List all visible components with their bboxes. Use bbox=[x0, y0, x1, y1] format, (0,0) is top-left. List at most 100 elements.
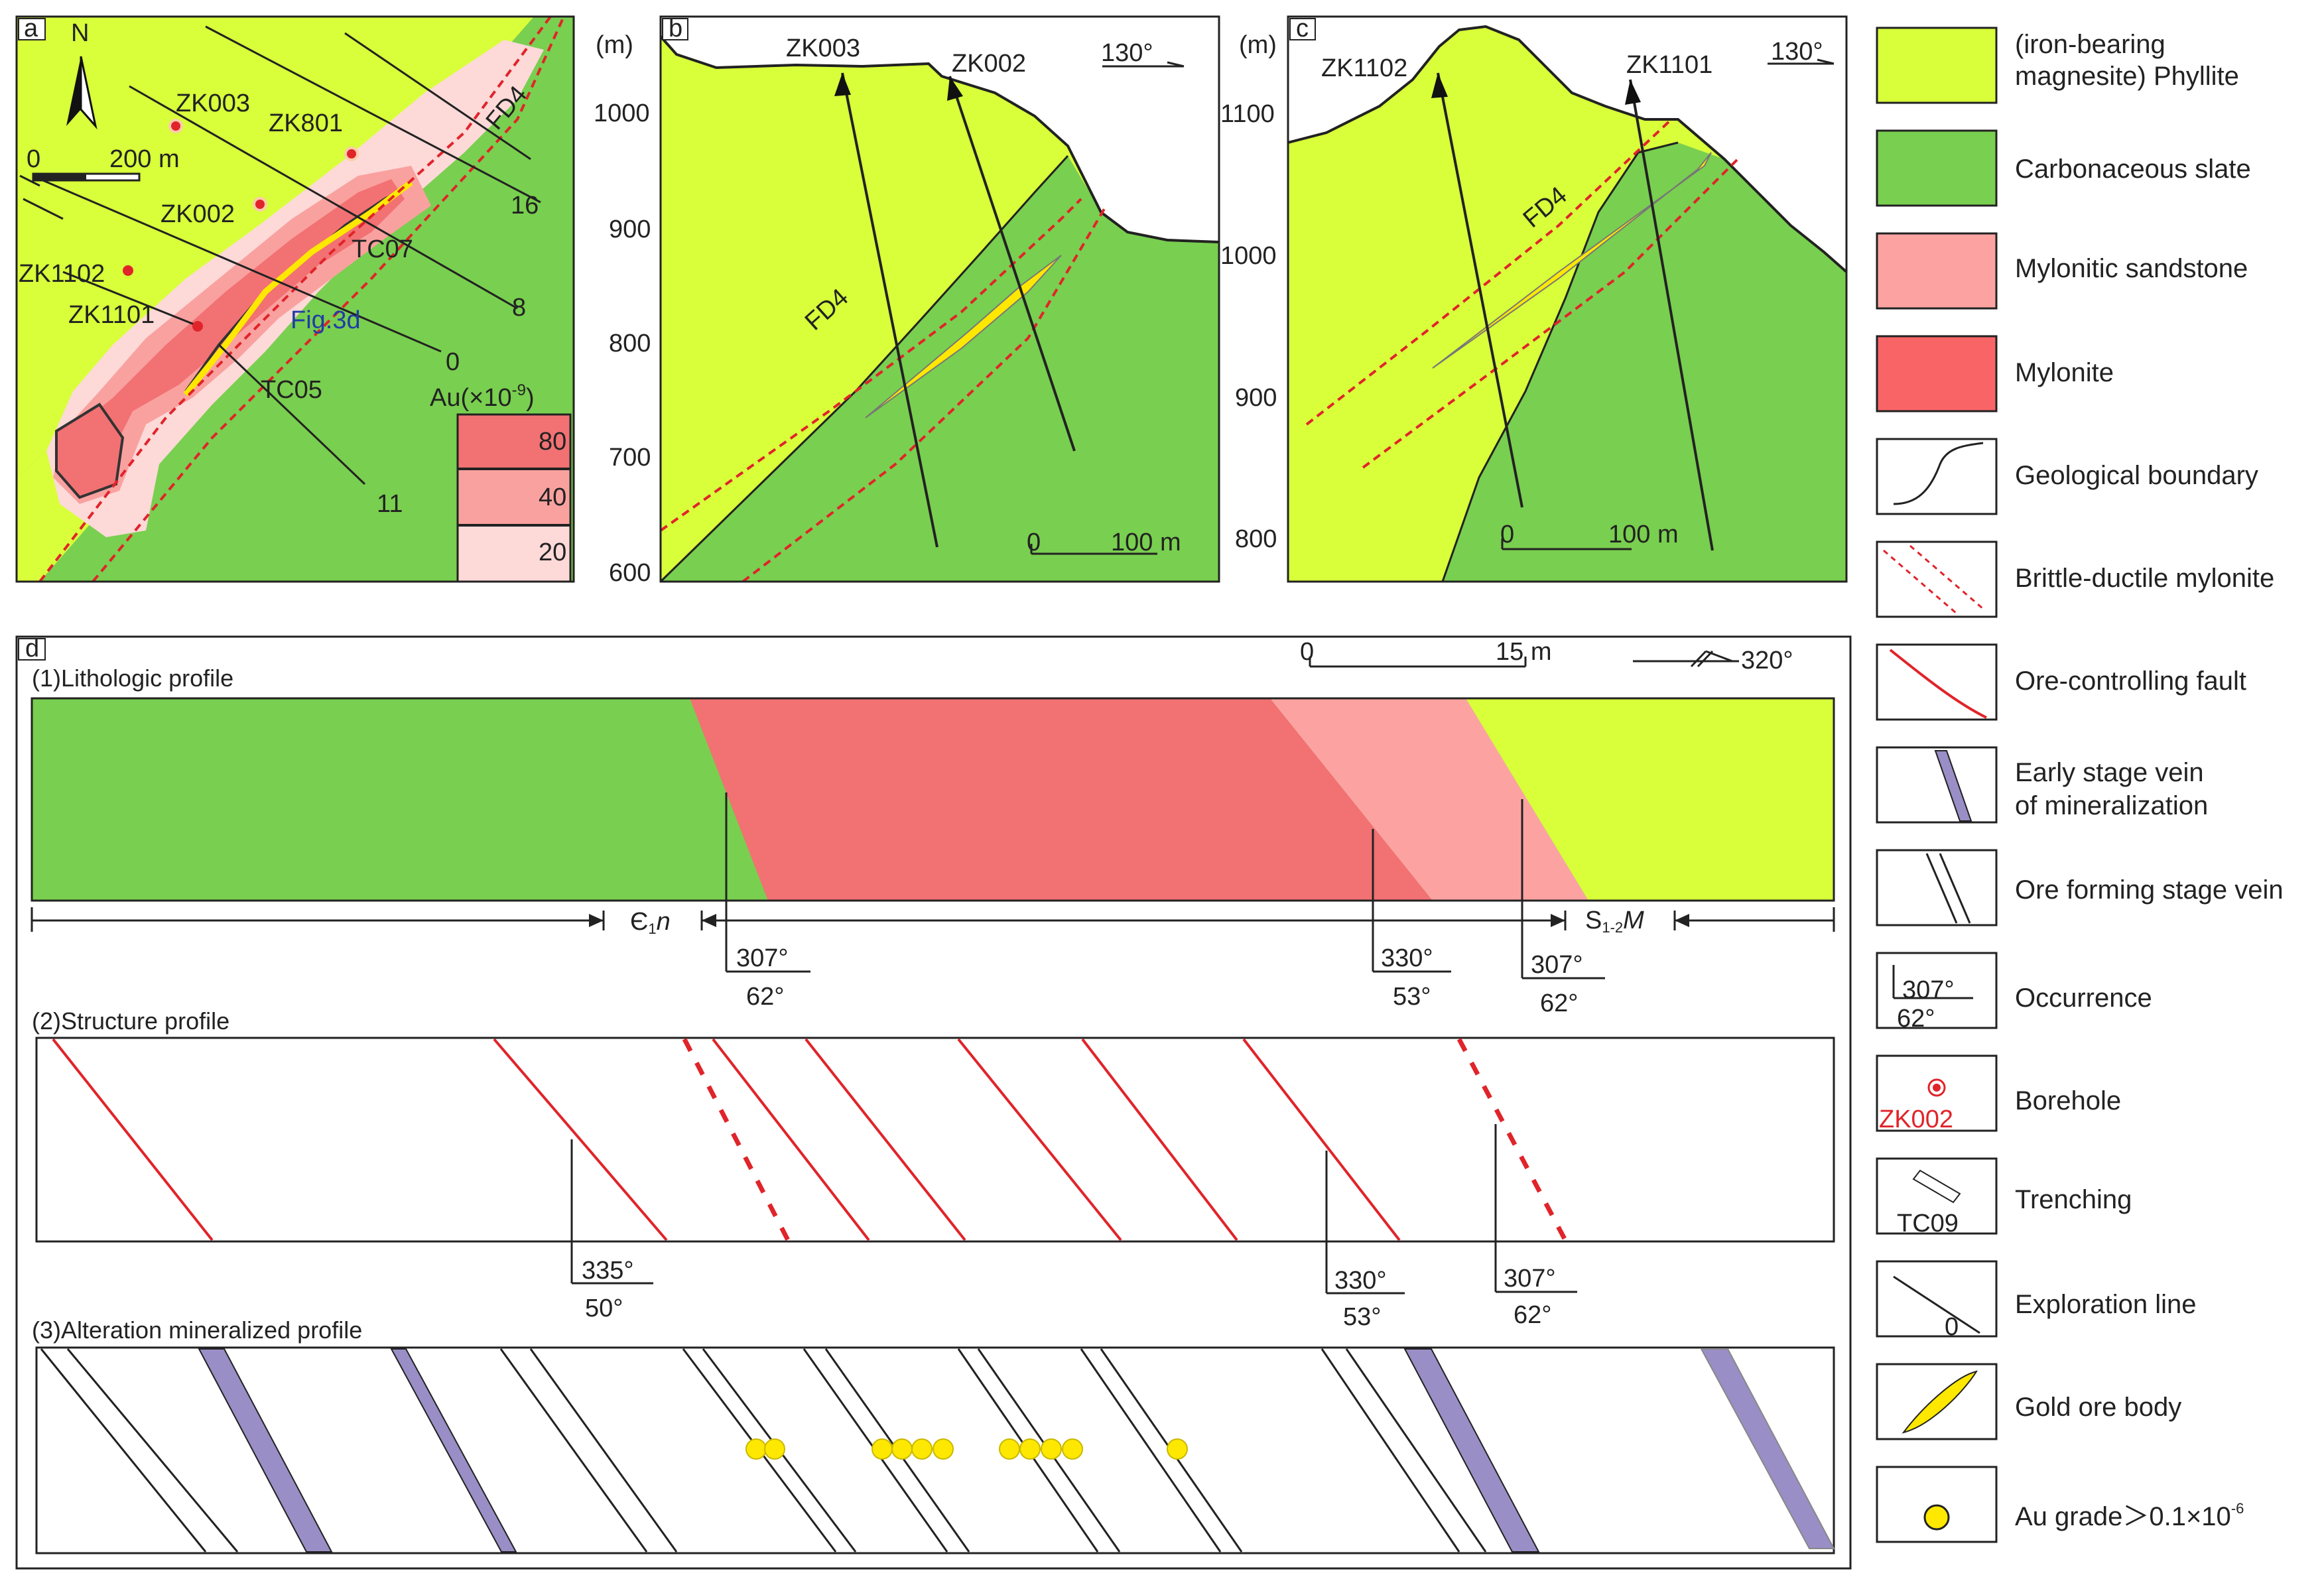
occ2-dip-3: 62° bbox=[1514, 1301, 1551, 1329]
legend-early-vein-1: Early stage vein bbox=[2015, 758, 2204, 787]
occ2-az-2: 330° bbox=[1334, 1267, 1387, 1295]
legend-phyllite-2: magnesite) Phyllite bbox=[2015, 62, 2239, 91]
au-grade-points bbox=[745, 1438, 1188, 1460]
panel-d-frame bbox=[15, 635, 1852, 1570]
occ1-dip-3: 62° bbox=[1540, 989, 1578, 1017]
structure-profile bbox=[35, 1037, 1835, 1295]
section-b-y800: 800 bbox=[609, 330, 651, 357]
au-legend bbox=[456, 413, 572, 583]
section-c-unit: (m) bbox=[1239, 31, 1277, 59]
legend-borehole: Borehole bbox=[2015, 1086, 2121, 1115]
legend-trenching: Trenching bbox=[2015, 1185, 2132, 1214]
occ2-dip-2: 53° bbox=[1343, 1303, 1381, 1331]
occ1-az-2: 330° bbox=[1381, 944, 1433, 972]
legend-occurrence-az: 307° bbox=[1902, 976, 1955, 1004]
legend-line-code: 0 bbox=[1945, 1313, 1959, 1341]
profile-scale-15m: 15 m bbox=[1496, 638, 1551, 666]
section-c-y1000: 1000 bbox=[1220, 242, 1277, 270]
section-b-zk002: ZK002 bbox=[952, 50, 1026, 78]
occ2-az-3: 307° bbox=[1504, 1265, 1556, 1293]
line-0: 0 bbox=[446, 348, 460, 376]
occ2-az-1: 335° bbox=[582, 1257, 634, 1285]
lithologic-profile bbox=[31, 697, 1835, 980]
legend-early-vein-2: of mineralization bbox=[2015, 791, 2208, 820]
legend-sandstone: Mylonitic sandstone bbox=[2015, 254, 2248, 283]
section-c-zk1101: ZK1101 bbox=[1626, 51, 1712, 79]
borehole-zk1101: ZK1101 bbox=[68, 301, 155, 329]
au-level-20: 20 bbox=[539, 538, 566, 566]
legend-fault: Ore-controlling fault bbox=[2015, 666, 2246, 696]
legend-labels: (iron-bearing magnesite) Phyllite Carbon… bbox=[2015, 30, 2284, 1531]
map-scale-bar bbox=[32, 172, 141, 182]
line-8: 8 bbox=[512, 294, 526, 322]
map-scale-0: 0 bbox=[27, 145, 40, 173]
section-b-y600: 600 bbox=[609, 559, 651, 587]
section-c-y900: 900 bbox=[1235, 384, 1277, 412]
occ2-dip-1: 50° bbox=[585, 1295, 623, 1322]
section-b-azimuth: 130° bbox=[1101, 39, 1153, 67]
section-b-y900: 900 bbox=[609, 216, 651, 243]
legend-trench-code: TC09 bbox=[1897, 1210, 1959, 1237]
panel-b-section bbox=[659, 15, 1220, 583]
legend-occurrence: Occurrence bbox=[2015, 983, 2152, 1013]
profile-3-title: (3)Alteration mineralized profile bbox=[32, 1316, 362, 1344]
legend-boundary: Geological boundary bbox=[2015, 461, 2258, 490]
panel-d-label: d bbox=[25, 635, 39, 663]
au-level-40: 40 bbox=[539, 483, 566, 511]
legend-au-grade: Au grade＞0.1×10-6 bbox=[2015, 1500, 2244, 1531]
panel-c-section bbox=[1287, 15, 1848, 583]
borehole-zk801: ZK801 bbox=[269, 109, 343, 137]
legend-exploration-line: Exploration line bbox=[2015, 1290, 2197, 1319]
section-c-y1100: 1100 bbox=[1220, 100, 1275, 128]
occ1-dip-1: 62° bbox=[746, 983, 784, 1011]
panel-c-label: c bbox=[1296, 15, 1309, 42]
occ1-dip-2: 53° bbox=[1393, 983, 1431, 1011]
section-b-y700: 700 bbox=[609, 444, 651, 472]
trench-tc07: TC07 bbox=[352, 235, 413, 263]
figref-label: Fig.3d bbox=[290, 306, 361, 334]
legend-brittle: Brittle-ductile mylonite bbox=[2015, 564, 2274, 593]
legend-gold-ore: Gold ore body bbox=[2015, 1393, 2181, 1422]
north-label: N bbox=[71, 19, 89, 47]
panel-a-label: a bbox=[24, 15, 38, 42]
map-scale-200m: 200 m bbox=[109, 145, 180, 173]
section-c-y800: 800 bbox=[1235, 525, 1277, 553]
legend-borehole-code: ZK002 bbox=[1879, 1106, 1953, 1133]
section-c-zk1102: ZK1102 bbox=[1321, 54, 1407, 82]
borehole-zk003: ZK003 bbox=[176, 90, 250, 117]
panel-a-map bbox=[15, 15, 575, 583]
legend-mylonite: Mylonite bbox=[2015, 358, 2114, 387]
trench-tc05: TC05 bbox=[261, 376, 322, 404]
borehole-zk1102: ZK1102 bbox=[19, 260, 105, 288]
legend-swatches bbox=[1876, 27, 1998, 1543]
au-legend-title: Au(×10-9) bbox=[430, 381, 535, 412]
north-arrow bbox=[66, 56, 97, 130]
panel-b-label: b bbox=[669, 15, 682, 42]
profile-scale-0: 0 bbox=[1300, 638, 1314, 666]
au-level-80: 80 bbox=[539, 428, 566, 456]
legend-occurrence-dip: 62° bbox=[1897, 1005, 1935, 1033]
legend-slate: Carbonaceous slate bbox=[2015, 155, 2251, 184]
profile-2-title: (2)Structure profile bbox=[32, 1007, 229, 1035]
line-11: 11 bbox=[377, 490, 403, 518]
line-16: 16 bbox=[511, 192, 539, 220]
section-c-azimuth: 130° bbox=[1771, 38, 1823, 66]
profile-1-title: (1)Lithologic profile bbox=[32, 665, 233, 692]
unit-cambrian-label: Є1n bbox=[630, 908, 671, 937]
section-c-scale-0: 0 bbox=[1500, 521, 1514, 548]
map-boreholes bbox=[123, 119, 359, 332]
occ1-az-1: 307° bbox=[736, 944, 789, 972]
section-b-unit: (m) bbox=[596, 31, 633, 59]
alteration-profile bbox=[35, 1346, 1835, 1554]
legend-ore-vein: Ore forming stage vein bbox=[2015, 875, 2284, 905]
section-c-scale-100m: 100 m bbox=[1608, 521, 1679, 548]
occ1-az-3: 307° bbox=[1531, 951, 1583, 979]
borehole-zk002: ZK002 bbox=[161, 200, 235, 228]
section-b-zk003: ZK003 bbox=[786, 34, 860, 62]
unit-silurian-label: S1-2M bbox=[1585, 907, 1644, 936]
section-b-scale-0: 0 bbox=[1027, 529, 1041, 556]
legend-phyllite-1: (iron-bearing bbox=[2015, 30, 2165, 59]
section-b-y1000: 1000 bbox=[594, 99, 650, 127]
